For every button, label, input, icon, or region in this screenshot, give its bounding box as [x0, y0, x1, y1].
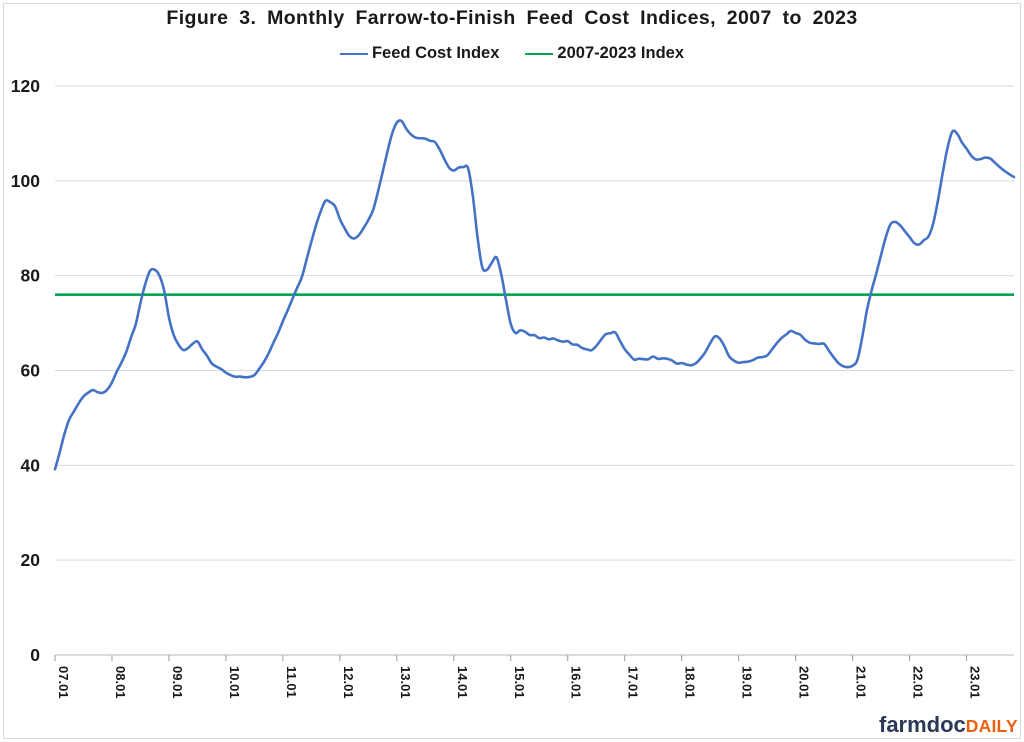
svg-text:10.01: 10.01 — [227, 666, 242, 699]
svg-text:20.01: 20.01 — [797, 666, 812, 699]
svg-text:11.01: 11.01 — [284, 666, 299, 698]
svg-text:17.01: 17.01 — [626, 666, 641, 699]
svg-text:07.01: 07.01 — [56, 666, 71, 699]
svg-text:13.01: 13.01 — [398, 666, 413, 699]
svg-text:16.01: 16.01 — [569, 666, 584, 699]
svg-text:12.01: 12.01 — [341, 666, 356, 699]
svg-text:100: 100 — [11, 171, 40, 191]
svg-text:120: 120 — [11, 76, 40, 96]
svg-text:80: 80 — [21, 266, 41, 286]
svg-text:09.01: 09.01 — [170, 666, 185, 699]
svg-text:15.01: 15.01 — [512, 666, 527, 699]
svg-text:0: 0 — [30, 645, 40, 665]
svg-text:60: 60 — [21, 361, 41, 381]
svg-text:08.01: 08.01 — [113, 666, 128, 699]
svg-text:19.01: 19.01 — [740, 666, 755, 699]
svg-text:18.01: 18.01 — [683, 666, 698, 699]
svg-text:20: 20 — [21, 550, 41, 570]
svg-text:22.01: 22.01 — [911, 666, 926, 699]
svg-text:21.01: 21.01 — [854, 666, 869, 699]
svg-text:23.01: 23.01 — [968, 666, 983, 699]
svg-text:14.01: 14.01 — [455, 666, 470, 699]
svg-text:40: 40 — [21, 455, 41, 475]
